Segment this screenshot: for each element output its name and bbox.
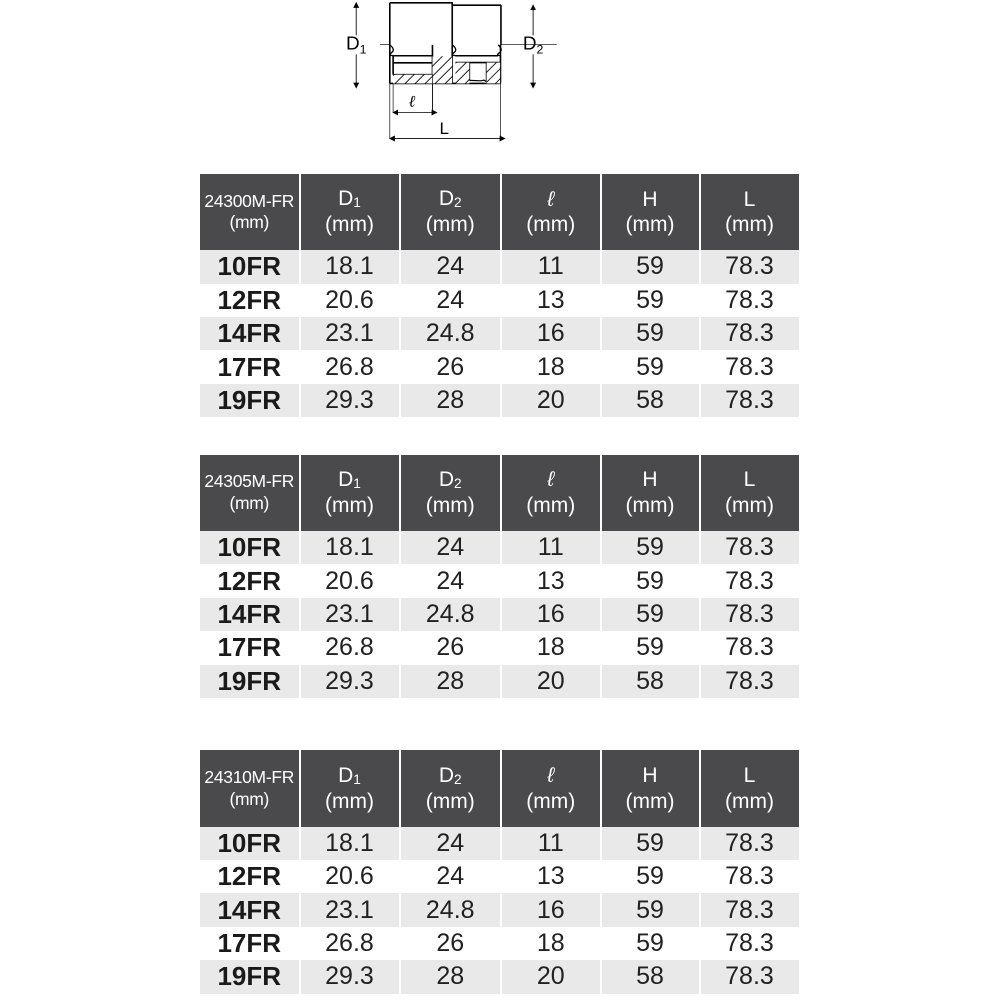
svg-text:D1: D1 bbox=[346, 34, 367, 57]
svg-text:ℓ: ℓ bbox=[409, 93, 416, 110]
svg-text:D2: D2 bbox=[523, 34, 544, 57]
svg-text:L: L bbox=[439, 119, 448, 138]
